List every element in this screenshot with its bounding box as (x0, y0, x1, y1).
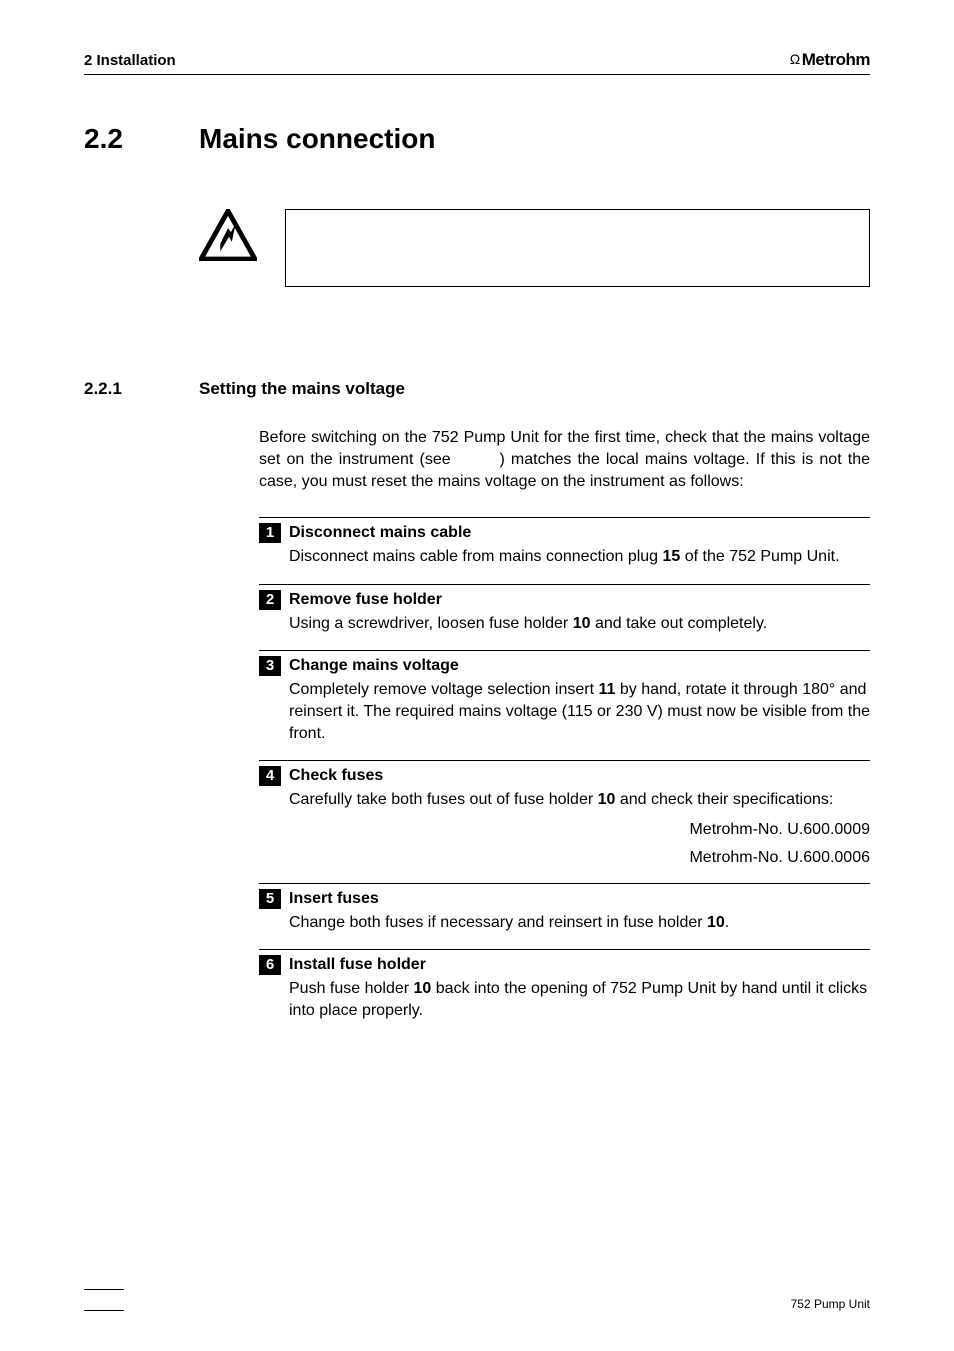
footer-left-rule (84, 1289, 124, 1311)
step-body-bold: 11 (598, 681, 615, 698)
intro-paragraph: Before switching on the 752 Pump Unit fo… (259, 427, 870, 493)
step-header-row: 3 Change mains voltage (259, 656, 870, 676)
step-title: Change mains voltage (289, 656, 459, 675)
step-number: 6 (259, 955, 281, 975)
step: 5 Insert fuses Change both fuses if necess… (259, 883, 870, 950)
step-number: 1 (259, 523, 281, 543)
page-footer: 752 Pump Unit (84, 1289, 870, 1311)
step: 6 Install fuse holder Push fuse holder 10 … (259, 949, 870, 1037)
step-body-bold: 15 (663, 548, 681, 565)
step-body-text: Using a screwdriver, loosen fuse holder (289, 615, 573, 632)
footer-right-text: 752 Pump Unit (791, 1297, 870, 1311)
step-body-bold: 10 (707, 914, 725, 931)
step-title: Disconnect mains cable (289, 523, 471, 542)
step-body-text: Carefully take both fuses out of fuse ho… (289, 791, 598, 808)
step-body: Change both fuses if necessary and reins… (289, 912, 870, 934)
warning-row (199, 209, 870, 287)
step-header-row: 4 Check fuses (259, 766, 870, 786)
fuse-spec-line: Metrohm-No. U.600.0006 (259, 849, 870, 867)
step-body-text: . (725, 914, 729, 931)
step-header-row: 2 Remove fuse holder (259, 590, 870, 610)
subsection-heading: 2.2.1 Setting the mains voltage (84, 379, 870, 399)
page: 2 Installation ΩMetrohm 2.2 Mains connec… (0, 0, 954, 1351)
step-number: 2 (259, 590, 281, 610)
step-number: 4 (259, 766, 281, 786)
step-body: Push fuse holder 10 back into the openin… (289, 978, 870, 1021)
step-body-text: and take out completely. (591, 615, 768, 632)
step-body: Carefully take both fuses out of fuse ho… (289, 789, 870, 811)
step-body-text: Change both fuses if necessary and reins… (289, 914, 707, 931)
step: 3 Change mains voltage Completely remove v… (259, 650, 870, 760)
step-title: Install fuse holder (289, 955, 426, 974)
step: 4 Check fuses Carefully take both fuses ou… (259, 760, 870, 883)
header-section-label: 2 Installation (84, 52, 176, 69)
fuse-spec-line: Metrohm-No. U.600.0009 (259, 821, 870, 839)
step-body-bold: 10 (598, 791, 616, 808)
brand-logo: ΩMetrohm (790, 50, 870, 70)
step-number: 5 (259, 889, 281, 909)
page-header: 2 Installation ΩMetrohm (84, 50, 870, 75)
step: 1 Disconnect mains cable Disconnect mains … (259, 517, 870, 584)
warning-icon (199, 209, 257, 266)
step-number: 3 (259, 656, 281, 676)
step-body-text: Completely remove voltage selection inse… (289, 681, 598, 698)
step-title: Check fuses (289, 766, 383, 785)
step-body-bold: 10 (573, 615, 591, 632)
step-body: Disconnect mains cable from mains connec… (289, 546, 870, 568)
brand-name: Metrohm (802, 50, 870, 70)
subsection-title: Setting the mains voltage (199, 379, 405, 399)
step: 2 Remove fuse holder Using a screwdriver, … (259, 584, 870, 651)
step-title: Remove fuse holder (289, 590, 442, 609)
step-header-row: 1 Disconnect mains cable (259, 523, 870, 543)
brand-symbol: Ω (790, 51, 800, 67)
step-body: Using a screwdriver, loosen fuse holder … (289, 613, 870, 635)
section-heading: 2.2 Mains connection (84, 123, 870, 155)
section-title: Mains connection (199, 123, 435, 155)
step-body-text: of the 752 Pump Unit. (680, 548, 839, 565)
step-header-row: 6 Install fuse holder (259, 955, 870, 975)
step-title: Insert fuses (289, 889, 379, 908)
step-body-text: and check their specifications: (615, 791, 833, 808)
section-number: 2.2 (84, 123, 199, 155)
intro-ref-gap (457, 451, 500, 468)
step-body-text: Push fuse holder (289, 980, 414, 997)
subsection-number: 2.2.1 (84, 379, 199, 399)
step-list: 1 Disconnect mains cable Disconnect mains … (259, 517, 870, 1037)
step-body-text: Disconnect mains cable from mains connec… (289, 548, 663, 565)
warning-box (285, 209, 870, 287)
step-body: Completely remove voltage selection inse… (289, 679, 870, 744)
step-header-row: 5 Insert fuses (259, 889, 870, 909)
step-body-bold: 10 (414, 980, 432, 997)
